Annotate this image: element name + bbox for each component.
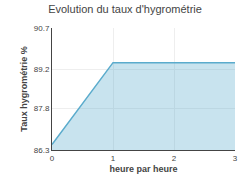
svg-text:heure par heure: heure par heure	[109, 164, 177, 174]
svg-text:1: 1	[111, 154, 116, 163]
svg-text:86.3: 86.3	[34, 146, 50, 155]
svg-text:0: 0	[50, 154, 55, 163]
svg-text:Evolution du taux d'hygrométri: Evolution du taux d'hygrométrie	[48, 3, 202, 15]
svg-text:2: 2	[172, 154, 177, 163]
svg-text:90.7: 90.7	[34, 24, 50, 33]
svg-text:89.2: 89.2	[34, 65, 50, 74]
svg-text:Taux hygrométrie %: Taux hygrométrie %	[19, 46, 29, 131]
svg-text:87.8: 87.8	[34, 104, 50, 113]
svg-text:3: 3	[233, 154, 238, 163]
